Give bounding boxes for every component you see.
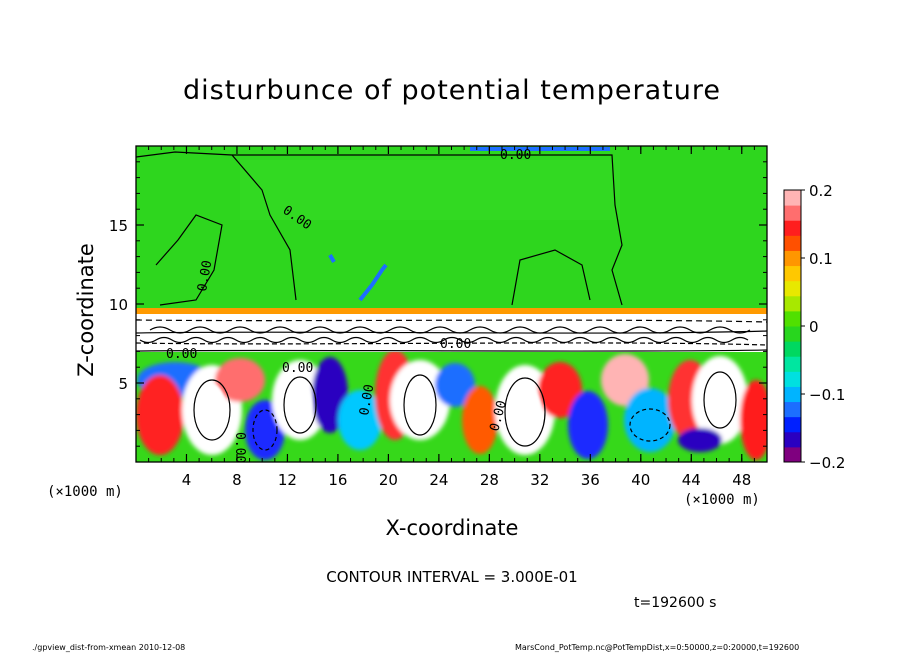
colorbar-swatch <box>784 295 801 312</box>
x-tick-label: 28 <box>480 471 499 489</box>
y-tick-label: 15 <box>109 217 128 235</box>
y-tick-label: 5 <box>118 375 128 393</box>
contour-label: 0.00 <box>195 259 215 292</box>
colorbar-swatch <box>784 220 801 236</box>
colorbar: 0.2 0.1 0 −0.1 −0.2 <box>783 182 845 472</box>
x-axis-label: X-coordinate <box>385 516 519 540</box>
colorbar-swatch <box>784 250 801 267</box>
contour-lines <box>136 151 767 451</box>
colorbar-swatch <box>784 356 801 372</box>
upper-layer-shade <box>240 160 620 220</box>
colorbar-swatch <box>784 190 801 206</box>
plume <box>358 263 388 302</box>
x-tick-label: 16 <box>328 471 347 489</box>
x-tick-label: 4 <box>182 471 192 489</box>
inversion-band-orange <box>136 308 767 314</box>
x-tick-label: 44 <box>682 471 701 489</box>
colorbar-tick-label: 0.2 <box>809 182 833 200</box>
colorbar-swatch <box>784 280 801 297</box>
x-tick-label: 48 <box>732 471 751 489</box>
x-axis: 4 8 12 16 20 24 28 32 36 40 44 48 <box>148 146 755 489</box>
x-axis-unit: (×1000 m) <box>684 492 760 508</box>
colorbar-swatch <box>784 205 801 221</box>
x-tick-label: 20 <box>379 471 398 489</box>
contour-label: 0.00 <box>440 337 471 352</box>
time-stamp: t=192600 s <box>634 595 717 611</box>
y-axis: 5 10 15 <box>109 161 767 447</box>
colorbar-swatch <box>784 431 801 448</box>
colorbar-swatch <box>784 371 801 387</box>
y-axis-label: Z-coordinate <box>74 243 98 377</box>
chart-title: disturbunce of potential temperature <box>183 75 721 106</box>
x-tick-label: 24 <box>429 471 448 489</box>
colorbar-swatch <box>784 326 801 342</box>
colorbar-swatch <box>784 235 801 251</box>
heatmap-field <box>136 146 767 462</box>
contour-label: 0.00 <box>500 148 531 163</box>
footer-right: MarsCond_PotTemp.nc@PotTempDist,x=0:5000… <box>515 643 800 652</box>
contour-label: 0.00 <box>166 347 197 362</box>
contour-label: 0.00 <box>232 432 247 463</box>
footer-left: ./gpview_dist-from-xmean 2010-12-08 <box>32 643 186 652</box>
colorbar-tick-label: 0 <box>809 318 819 336</box>
inner-cells <box>198 378 732 440</box>
plume <box>328 254 336 263</box>
x-tick-label: 12 <box>278 471 297 489</box>
colorbar-tick-label: 0.1 <box>809 250 833 268</box>
colorbar-swatch <box>784 341 801 357</box>
colorbar-swatch <box>784 265 801 282</box>
colorbar-tick-label: −0.2 <box>809 454 845 472</box>
x-tick-label: 8 <box>232 471 242 489</box>
colorbar-swatch <box>784 310 801 327</box>
contour-interval: CONTOUR INTERVAL = 3.000E-01 <box>326 568 578 586</box>
colorbar-swatch <box>784 446 801 463</box>
x-tick-label: 40 <box>631 471 650 489</box>
x-tick-label: 32 <box>530 471 549 489</box>
contour-label: 0.00 <box>357 383 377 416</box>
y-axis-unit: (×1000 m) <box>47 484 123 500</box>
colorbar-swatch <box>784 416 801 433</box>
colorbar-swatch <box>784 401 801 418</box>
y-tick-label: 10 <box>109 296 128 314</box>
colorbar-tick-label: −0.1 <box>809 386 845 404</box>
contour-label: 0.00 <box>282 361 313 376</box>
x-tick-label: 36 <box>581 471 600 489</box>
colorbar-swatch <box>784 386 801 403</box>
